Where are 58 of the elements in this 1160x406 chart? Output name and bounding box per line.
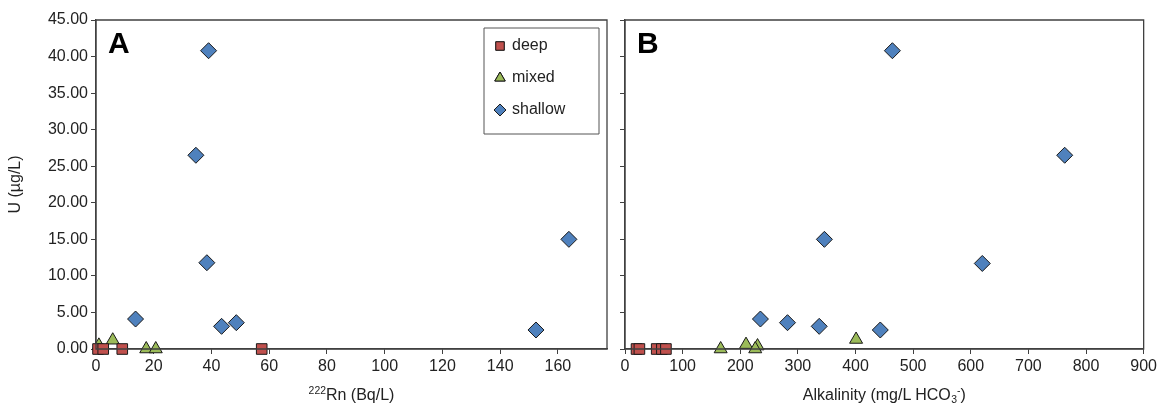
x-tick-label: 60: [260, 357, 279, 375]
x-tick-label: 80: [318, 357, 336, 375]
point: [1056, 146, 1074, 164]
x-tick-label: 800: [1072, 357, 1100, 375]
y-tick-label: 5.00: [56, 302, 89, 320]
point: [527, 321, 545, 339]
point: [810, 317, 828, 335]
point: [871, 321, 889, 339]
point: [660, 343, 672, 355]
point: [560, 230, 578, 248]
x-tick-label: 140: [486, 357, 514, 375]
annotation: B: [637, 26, 659, 60]
y-tick-label: 45.00: [47, 10, 89, 28]
point: [200, 42, 218, 60]
x-tick-label: 900: [1130, 357, 1158, 375]
x-tick-label: 500: [899, 357, 927, 375]
point: [97, 343, 110, 355]
point: [116, 343, 129, 355]
point: [187, 146, 205, 164]
y-tick-label: 0.00: [56, 339, 89, 357]
x-tick-label: 40: [202, 357, 221, 375]
y-tick-label: 30.00: [47, 120, 89, 138]
legend-label: deep: [512, 36, 548, 54]
y-tick-label: 10.00: [47, 266, 89, 284]
legend-label: shallow: [512, 100, 566, 118]
point: [213, 317, 231, 335]
x-tick-label: 120: [429, 357, 456, 375]
x-tick-label: 400: [842, 357, 869, 375]
point: [255, 343, 268, 355]
x-tick-label: 160: [544, 357, 572, 375]
x-tick-label: 600: [957, 357, 985, 375]
y-tick-label: 25.00: [47, 156, 89, 174]
x-tick-label: 200: [726, 357, 754, 375]
x-tick-label: 700: [1015, 357, 1042, 375]
annotation: A: [108, 26, 130, 60]
y-tick-label: 20.00: [47, 193, 89, 211]
legend-label: mixed: [512, 68, 555, 86]
point: [883, 42, 901, 60]
point: [105, 332, 120, 345]
y-axis-title: U (µg/L): [6, 155, 23, 214]
x-tick-label: 100: [371, 357, 399, 375]
y-tick-label: 15.00: [47, 229, 89, 247]
x-tick-label: 300: [784, 357, 812, 375]
point: [973, 254, 991, 272]
point: [779, 314, 797, 332]
y-tick-label: 40.00: [47, 46, 89, 64]
x-tick-label: 0: [620, 357, 630, 375]
x-tick-label: 100: [669, 357, 697, 375]
point: [751, 310, 769, 328]
point: [127, 310, 145, 328]
point: [849, 331, 864, 344]
y-tick-label: 35.00: [47, 83, 89, 101]
point: [739, 336, 754, 349]
point: [227, 314, 245, 332]
point: [815, 230, 833, 248]
x-tick-label: 0: [91, 357, 101, 375]
x-tick-label: 20: [144, 357, 163, 375]
point: [198, 254, 216, 272]
